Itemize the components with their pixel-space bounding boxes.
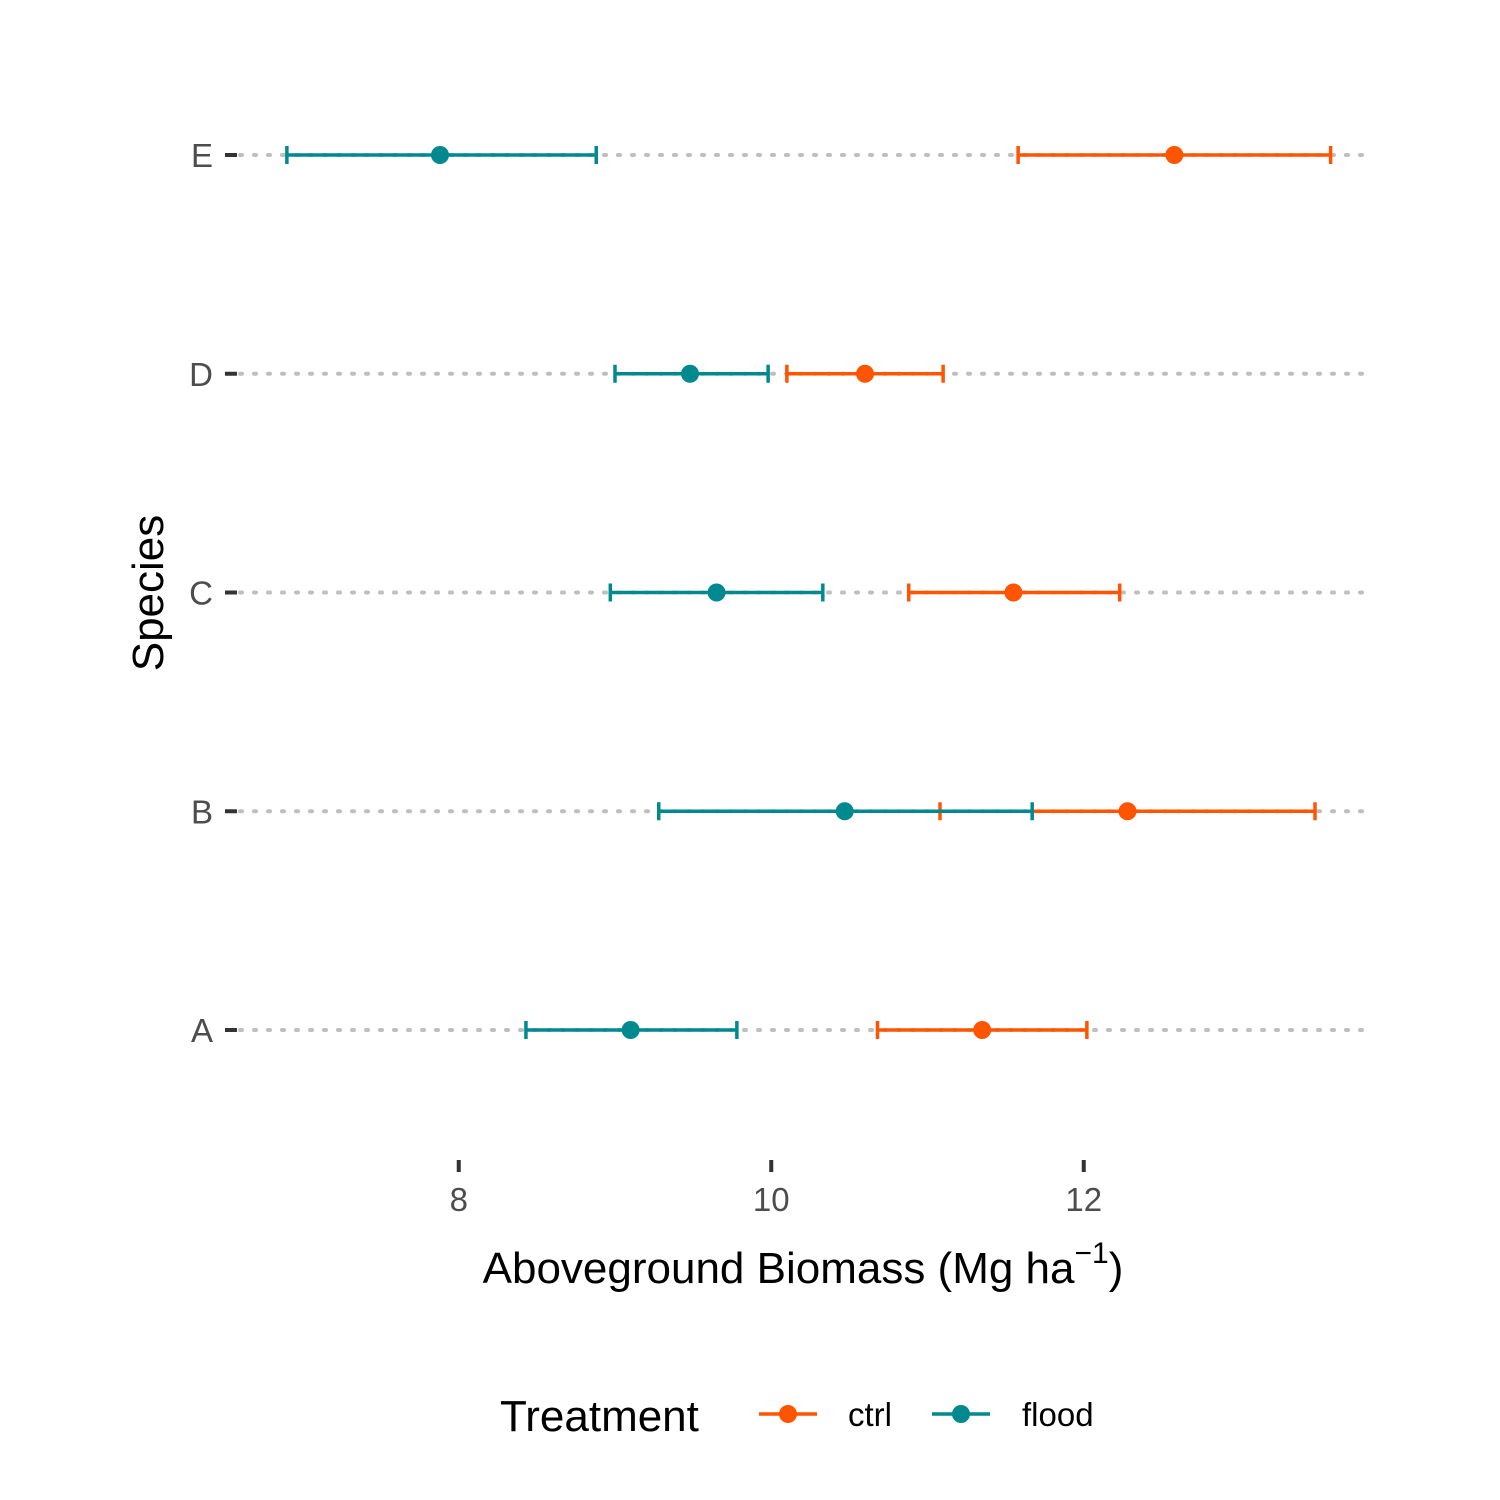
- legend-key-point-ctrl: [779, 1405, 797, 1423]
- legend-label-flood: flood: [1022, 1396, 1094, 1433]
- point-flood-b: [835, 802, 854, 821]
- point-ctrl-d: [856, 364, 874, 383]
- series-flood: [285, 146, 1034, 1039]
- axes: A B C D E 8 10 12: [189, 137, 1102, 1218]
- point-ctrl-b: [1118, 802, 1137, 821]
- point-flood-d: [681, 364, 699, 383]
- x-axis-title: Aboveground Biomass (Mg ha−1): [483, 1237, 1124, 1293]
- point-ctrl-a: [973, 1021, 992, 1039]
- point-flood-e: [431, 146, 449, 164]
- y-tick-label-d: D: [189, 356, 213, 393]
- legend: Treatment ctrl flood: [500, 1392, 1094, 1441]
- y-tick-label-a: A: [191, 1012, 213, 1049]
- series-ctrl: [785, 146, 1333, 1039]
- x-axis-title-main: Aboveground Biomass (Mg ha: [483, 1244, 1075, 1293]
- x-axis-title-superscript: −1: [1075, 1237, 1109, 1270]
- legend-key-point-flood: [952, 1405, 970, 1423]
- point-flood-a: [621, 1021, 640, 1039]
- x-tick-label-8: 8: [450, 1181, 468, 1218]
- y-tick-label-c: C: [189, 575, 213, 612]
- legend-label-ctrl: ctrl: [848, 1396, 892, 1433]
- y-tick-label-b: B: [191, 793, 213, 830]
- point-ctrl-c: [1004, 583, 1023, 602]
- legend-item-ctrl: ctrl: [759, 1396, 892, 1433]
- point-ctrl-e: [1165, 146, 1184, 164]
- x-axis-title-end: ): [1109, 1244, 1124, 1293]
- y-tick-label-e: E: [191, 137, 213, 174]
- legend-title: Treatment: [500, 1392, 699, 1441]
- point-flood-c: [707, 583, 726, 602]
- x-tick-label-10: 10: [753, 1181, 790, 1218]
- legend-item-flood: flood: [932, 1396, 1094, 1433]
- x-tick-label-12: 12: [1065, 1181, 1102, 1218]
- data-series: [285, 146, 1333, 1039]
- legend-items: ctrl flood: [759, 1396, 1094, 1433]
- y-axis-title: Species: [124, 515, 173, 672]
